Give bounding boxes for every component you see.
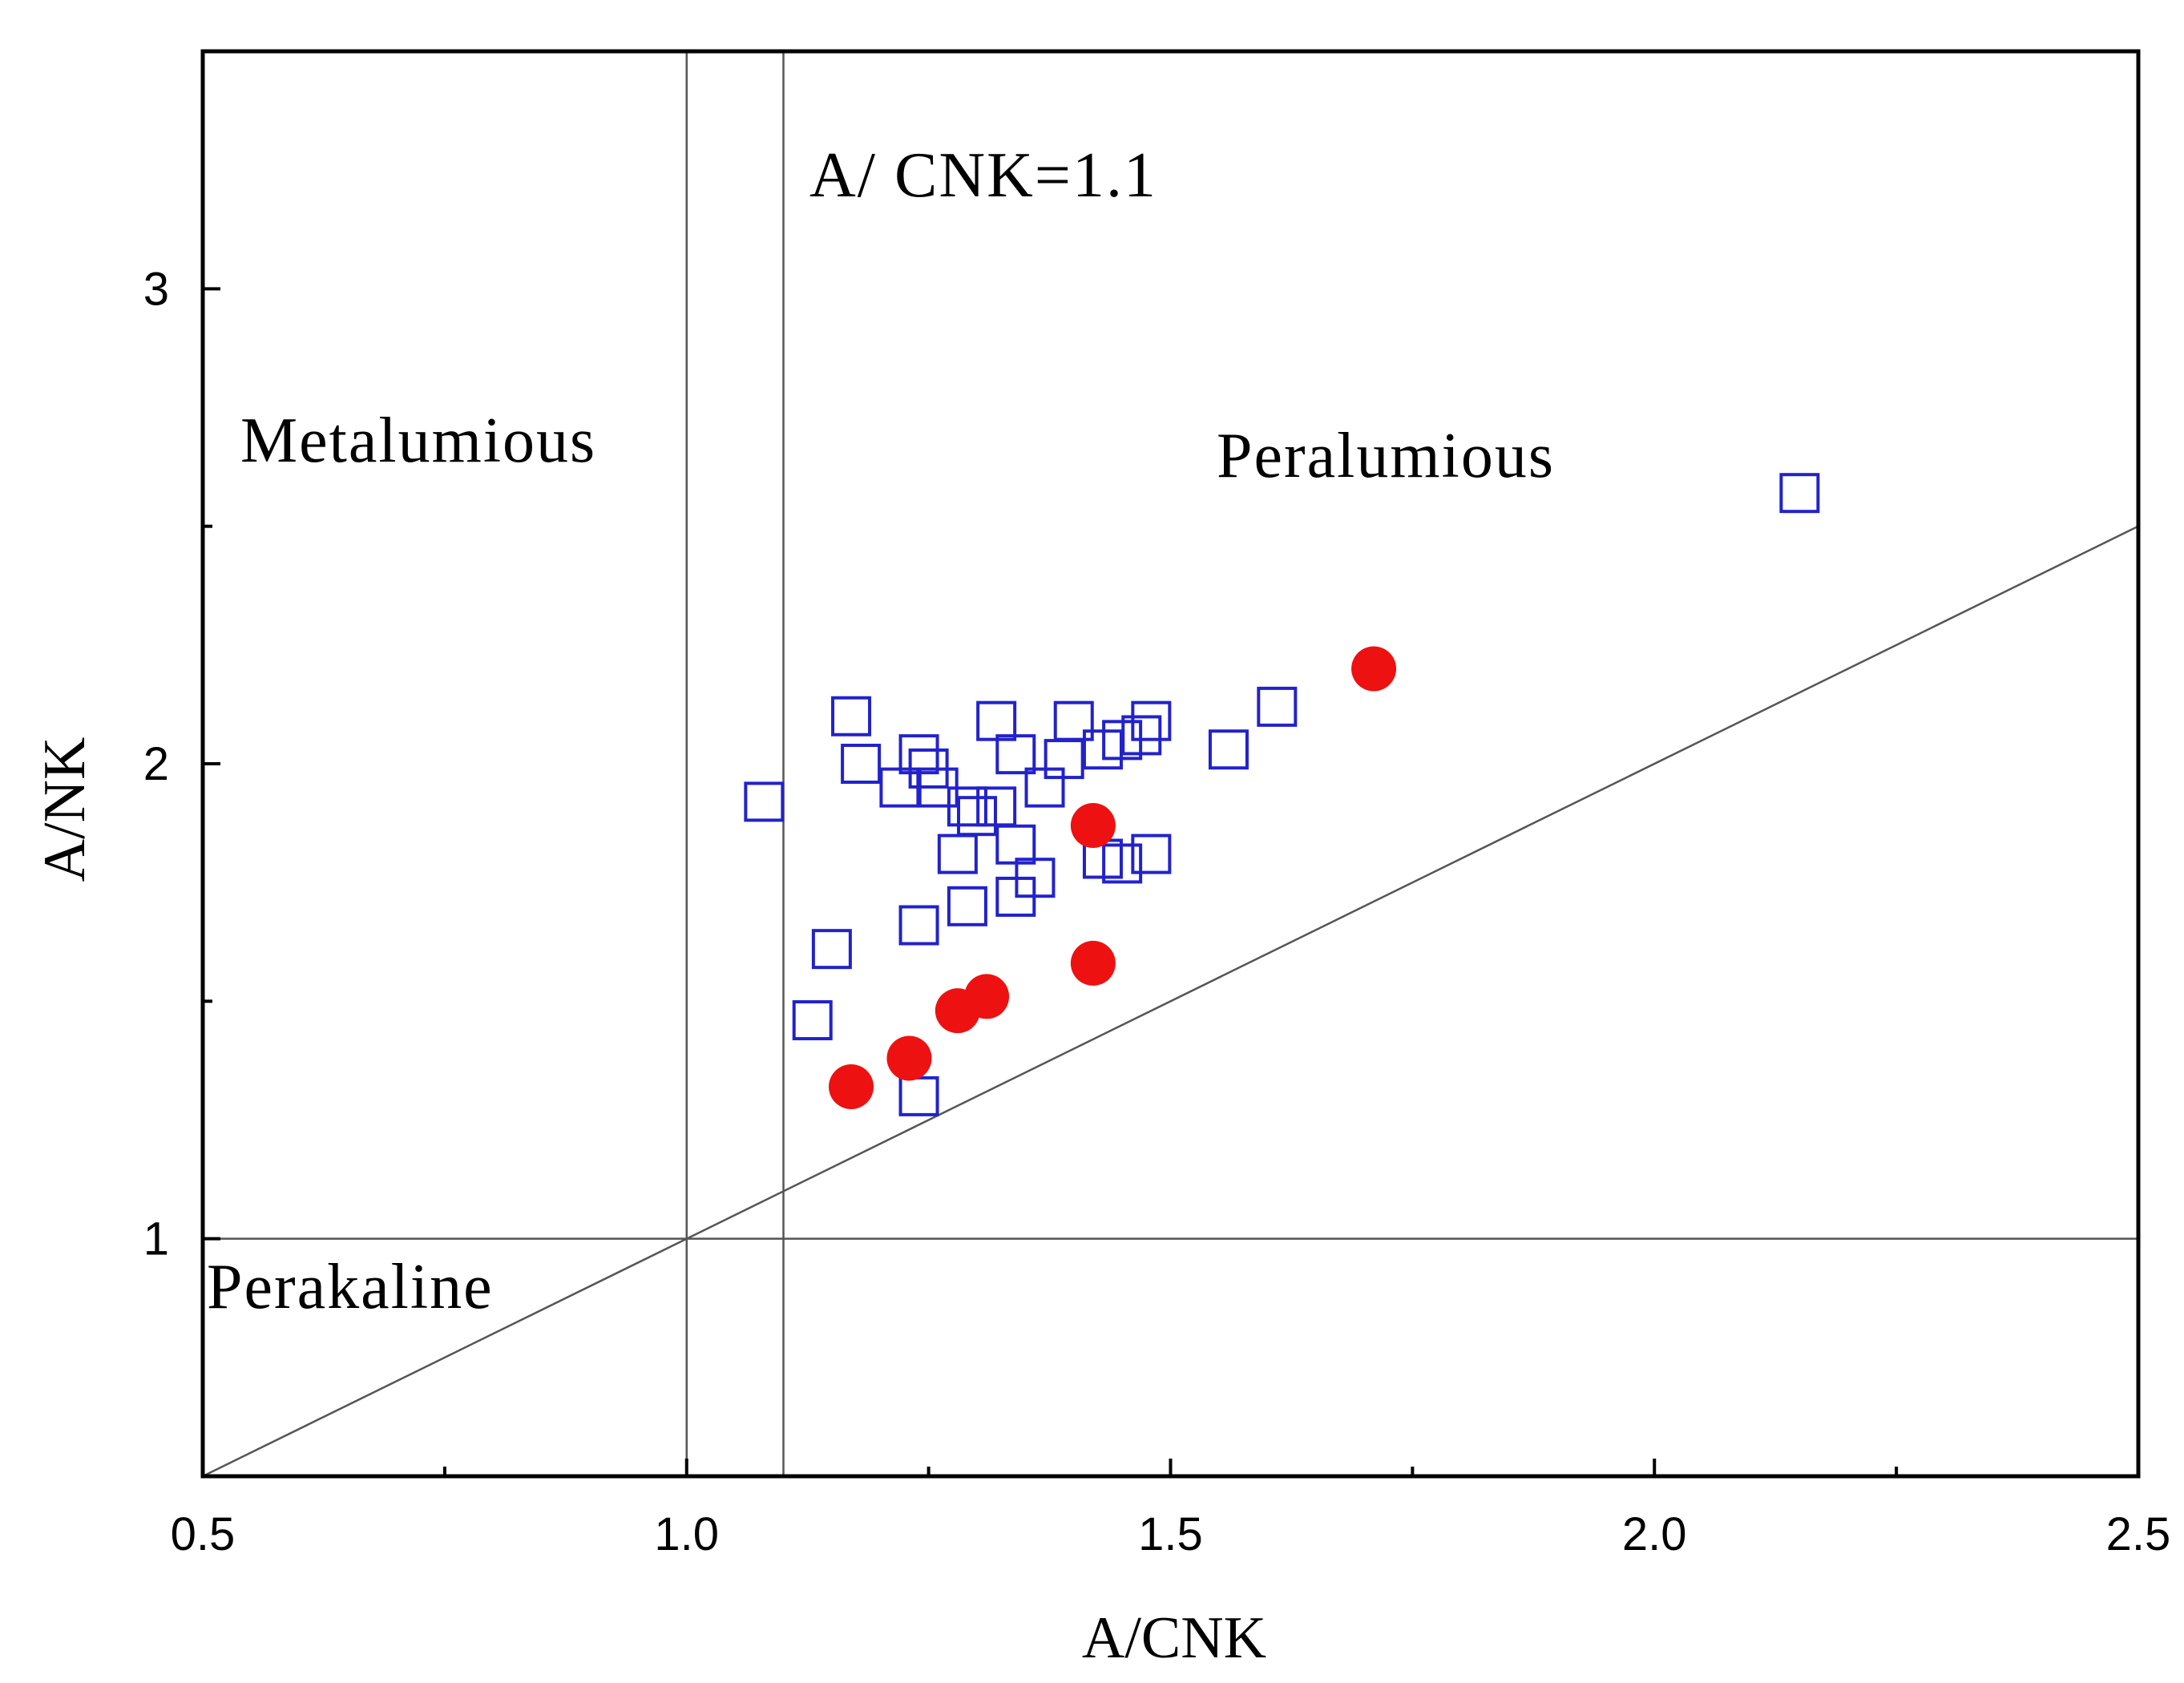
- data-marks: [744, 473, 1820, 1116]
- circle-marker: [829, 1064, 874, 1110]
- square-marker: [1779, 473, 1820, 514]
- circle-marker: [886, 1035, 932, 1081]
- square-marker: [995, 876, 1036, 917]
- perakaline-label: Perakaline: [207, 1252, 494, 1322]
- x-tick-label: 1.0: [654, 1508, 719, 1560]
- square-marker: [976, 700, 1017, 741]
- square-marker: [1257, 686, 1298, 727]
- diagonal-reference-line: [202, 525, 2139, 1478]
- square-marker: [947, 886, 987, 926]
- x-tick-label: 0.5: [171, 1508, 236, 1560]
- x-tick-label: 2.5: [2106, 1508, 2171, 1560]
- y-tick-label: 2: [143, 738, 169, 790]
- circle-marker: [1070, 940, 1116, 986]
- reference-lines: [202, 51, 2139, 1478]
- metalumious-label: Metalumious: [240, 406, 596, 476]
- y-axis-title: A/NK: [32, 737, 98, 882]
- y-tick-label: 1: [143, 1213, 169, 1265]
- square-marker: [947, 786, 987, 827]
- peralumious-label: Peralumious: [1217, 421, 1555, 491]
- circle-marker: [935, 988, 980, 1034]
- square-marker: [1024, 767, 1065, 808]
- circle-marker: [1070, 803, 1116, 849]
- series-squares: [744, 473, 1820, 1116]
- square-marker: [1082, 729, 1123, 770]
- square-marker: [1208, 729, 1249, 770]
- x-tick-label: 2.0: [1622, 1508, 1687, 1560]
- tick-labels: 0.5 1.0 1.5 2.0 2.5 1 2 3: [143, 263, 2171, 1560]
- square-marker: [1102, 843, 1143, 884]
- x-axis-title: A/CNK: [1082, 1605, 1266, 1671]
- square-marker: [1131, 833, 1172, 874]
- square-marker: [831, 696, 872, 737]
- square-marker: [744, 781, 785, 822]
- square-marker: [792, 1000, 833, 1041]
- square-marker: [937, 833, 978, 874]
- series-circles: [829, 646, 1397, 1110]
- x-tick-label: 1.5: [1138, 1508, 1203, 1560]
- square-marker: [898, 905, 939, 946]
- square-marker: [811, 929, 852, 970]
- acnk-threshold-label: A/ CNK=1.1: [809, 140, 1157, 211]
- y-tick-label: 3: [143, 263, 169, 315]
- circle-marker: [1351, 646, 1397, 692]
- axis-ticks: [201, 287, 2140, 1478]
- square-marker: [841, 744, 882, 784]
